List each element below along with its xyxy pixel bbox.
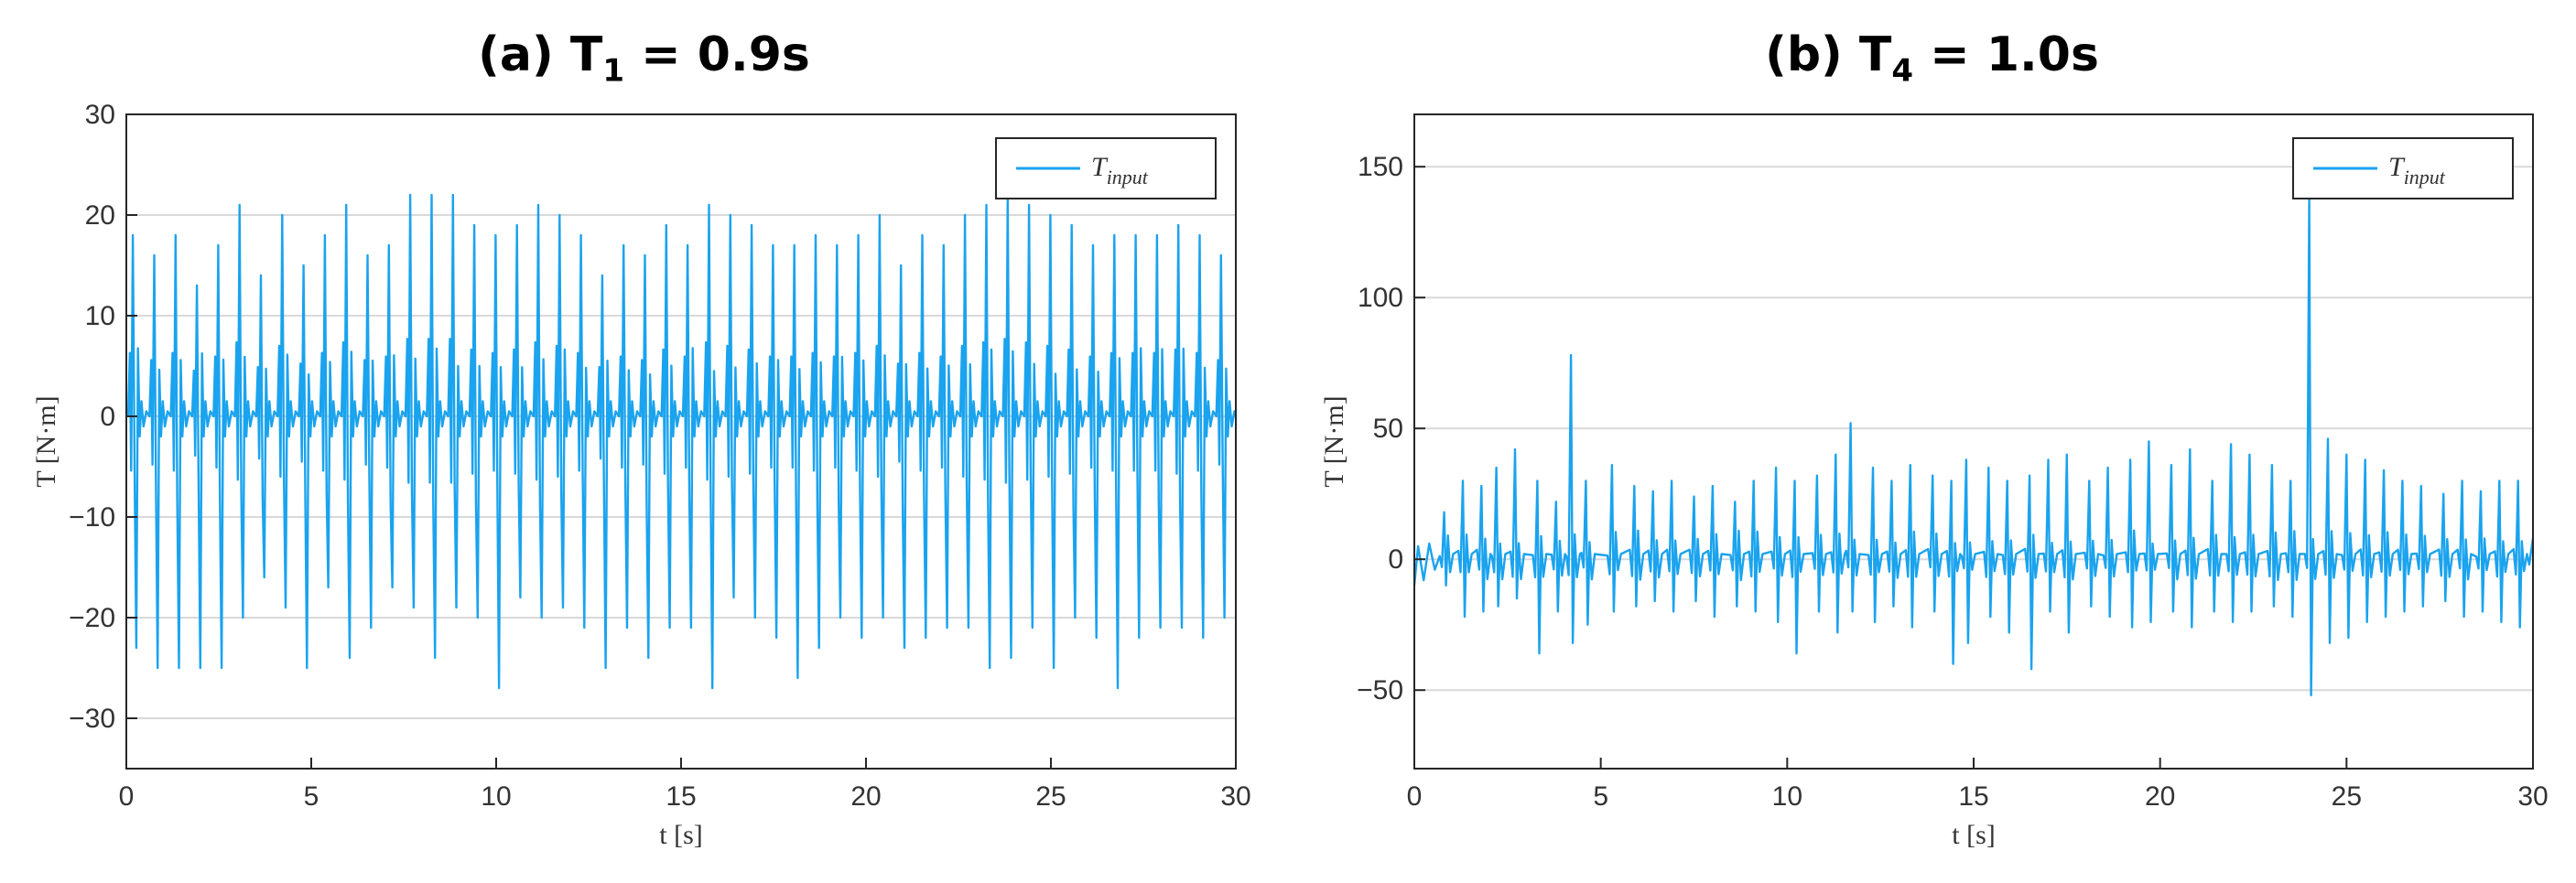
y-axis-label: T [N·m] [1319,395,1349,487]
panel-a: (a) T1 = 0.9s 0 5 10 15 20 25 30 −30 −20 −10 0 10 20… [0,27,1288,850]
chart-title-a: (a) T1 = 0.9s [0,27,1288,89]
x-tick-label: 15 [666,781,696,812]
x-tick-label: 25 [1035,781,1066,812]
chart-title-b: (b) T4 = 1.0s [1288,27,2576,89]
x-tick-label: 10 [1772,781,1802,812]
y-tick-label: 0 [100,402,115,432]
y-tick-label: 30 [85,100,115,130]
x-axis-label: t [s] [1952,820,1996,850]
chart-title-a-label: (a) T [478,27,603,82]
y-tick-label: 20 [85,200,115,231]
x-tick-label: 10 [481,781,511,812]
x-tick-label: 15 [1958,781,1988,812]
x-tick-label: 20 [850,781,881,812]
chart-a: 0 5 10 15 20 25 30 −30 −20 −10 0 10 20 30 t [s] T [N·m]… [31,100,1251,850]
y-tick-label: 150 [1358,152,1403,182]
x-tick-label: 30 [2517,781,2548,812]
x-tick-label: 5 [304,781,319,812]
chart-title-b-value: = 1.0s [1913,27,2099,82]
x-tick-label: 0 [119,781,135,812]
x-tick-label: 30 [1220,781,1250,812]
panel-b: (b) T4 = 1.0s 0 5 10 15 20 25 30 −50 0 50 100 150 t … [1288,0,2576,883]
y-tick-label: −30 [69,704,115,734]
y-tick-label: 100 [1358,283,1403,313]
y-tick-label: 50 [1373,414,1403,444]
x-tick-label: 0 [1407,781,1423,812]
chart-title-b-sub: 4 [1891,52,1914,90]
y-tick-label: 10 [85,301,115,331]
data-series-line [126,193,1238,690]
plot-area [1414,114,2533,769]
y-tick-label: −20 [69,603,115,633]
x-axis-label: t [s] [659,820,703,850]
data-series-line [1412,197,2535,697]
x-tick-label: 5 [1593,781,1608,812]
chart-title-a-value: = 0.9s [624,27,810,82]
chart-title-a-sub: 1 [602,52,624,90]
y-axis-label: T [N·m] [31,395,61,487]
x-tick-label: 25 [2332,781,2362,812]
legend-label-sub: input [1107,166,1149,188]
legend-label-sub: input [2404,166,2446,188]
chart-title-b-label: (b) T [1765,27,1892,82]
y-tick-label: −50 [1357,675,1403,705]
x-tick-label: 20 [2145,781,2175,812]
y-tick-label: 0 [1388,544,1403,575]
y-tick-label: −10 [69,502,115,533]
